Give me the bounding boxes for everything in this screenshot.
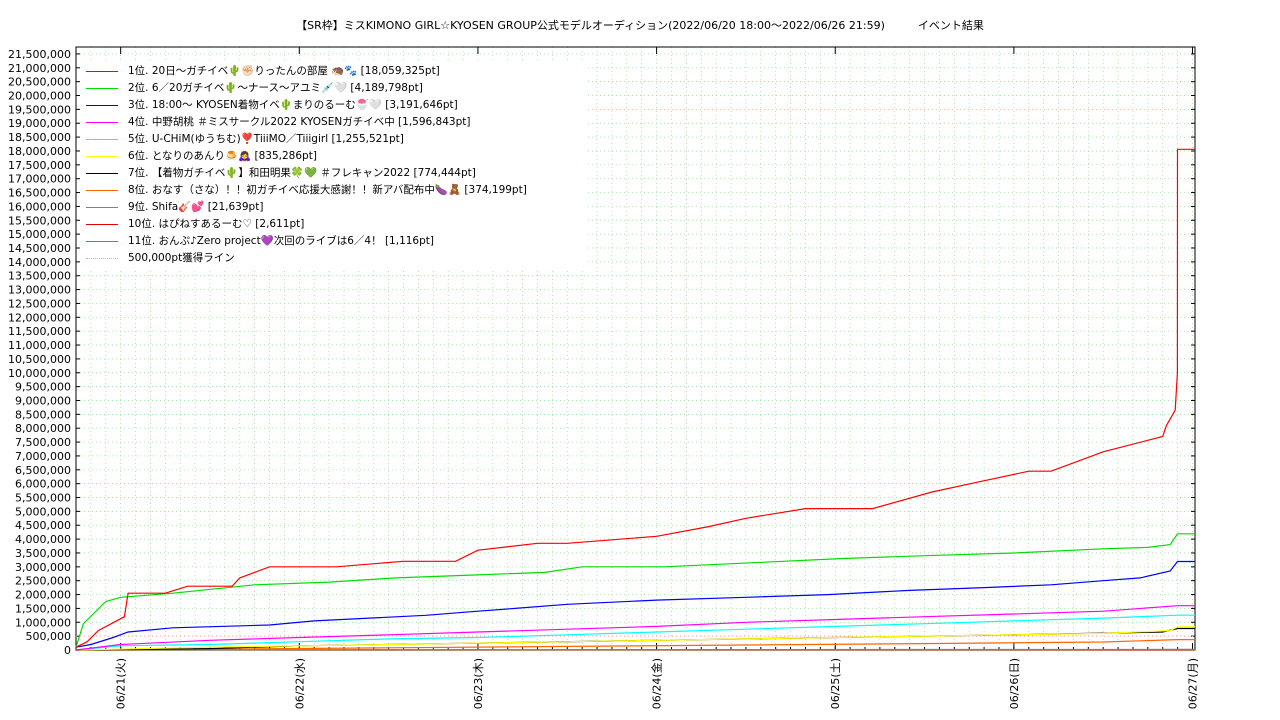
legend-swatch — [86, 71, 118, 72]
y-tick-label: 21,000,000 — [8, 62, 71, 75]
y-tick-label: 12,000,000 — [8, 311, 71, 324]
grid-layer — [76, 47, 1195, 650]
y-tick-label: 5,000,000 — [15, 505, 71, 518]
y-tick-label: 20,000,000 — [8, 90, 71, 103]
y-tick-label: 0 — [64, 644, 71, 657]
y-tick-label: 4,500,000 — [15, 519, 71, 532]
legend-label: 1位. 20日〜ガチイベ🌵✊🏻りったんの部屋 🦔🐾 [18,059,325pt] — [128, 65, 440, 77]
x-tick-label: 06/26(日) — [1008, 658, 1021, 709]
x-tick-label: 06/22(水) — [293, 658, 306, 709]
legend-label: 2位. 6／20ガチイベ🌵〜ナース〜アユミ💉🤍 [4,189,798pt] — [128, 82, 423, 94]
series-layer — [75, 148, 1195, 651]
legend-label: 9位. Shifa🎸💕 [21,639pt] — [128, 201, 264, 213]
y-tick-label: 17,500,000 — [8, 159, 71, 172]
legend-swatch — [86, 207, 118, 208]
series-line-8 — [75, 639, 1195, 651]
y-tick-label: 8,000,000 — [15, 422, 71, 435]
legend-label: 6位. となりのあんり🍮🙇‍♀️ [835,286pt] — [128, 150, 317, 162]
legend-label: 3位. 18:00〜 KYOSEN着物イベ🌵まりのるーむ🍧🤍 [3,191,64… — [128, 99, 458, 111]
y-tick-label: 13,500,000 — [8, 270, 71, 283]
series-line-3 — [75, 560, 1195, 648]
y-tick-label: 21,500,000 — [8, 48, 71, 61]
x-tick-label: 06/21(火) — [115, 658, 128, 709]
chart-title: 【SR枠】ミスKIMONO GIRL☆KYOSEN GROUP公式モデルオーディ… — [296, 19, 984, 32]
series-line-5 — [75, 614, 1195, 651]
y-tick-label: 17,000,000 — [8, 173, 71, 186]
x-tick-label: 06/23(木) — [472, 658, 485, 709]
y-tick-label: 4,000,000 — [15, 533, 71, 546]
legend: 1位. 20日〜ガチイベ🌵✊🏻りったんの部屋 🦔🐾 [18,059,325pt]… — [80, 60, 585, 271]
y-tick-label: 10,500,000 — [8, 353, 71, 366]
y-tick-label: 19,000,000 — [8, 117, 71, 130]
y-tick-label: 11,500,000 — [8, 325, 71, 338]
series-line-6 — [75, 626, 1195, 651]
y-tick-label: 18,500,000 — [8, 131, 71, 144]
y-tick-label: 500,000 — [26, 630, 72, 643]
x-tick-label: 06/24(金) — [650, 658, 664, 709]
series-line-1 — [75, 148, 1195, 648]
legend-swatch — [86, 241, 118, 242]
y-tick-label: 7,500,000 — [15, 436, 71, 449]
y-tick-label: 2,000,000 — [15, 589, 71, 602]
y-tick-label: 7,000,000 — [15, 450, 71, 463]
y-tick-label: 3,000,000 — [15, 561, 71, 574]
x-tick-label: 06/25(土) — [829, 658, 842, 709]
legend-label: 8位. おなす（さな）！！初ガチイベ応援大感謝！！新アバ配布中🍆🧸 [374,1… — [128, 184, 527, 196]
legend-label: 4位. 中野胡桃 ＃ミスサークル2022 KYOSENガチイベ中 [1,596,… — [128, 116, 471, 128]
legend-swatch — [86, 156, 118, 157]
y-tick-label: 16,500,000 — [8, 187, 71, 200]
y-tick-label: 2,500,000 — [15, 575, 71, 588]
y-tick-label: 11,000,000 — [8, 339, 71, 352]
series-line-4 — [75, 605, 1195, 651]
y-tick-label: 12,500,000 — [8, 297, 71, 310]
y-tick-label: 9,500,000 — [15, 381, 71, 394]
legend-swatch — [86, 173, 118, 174]
y-tick-label: 9,000,000 — [15, 394, 71, 407]
y-tick-label: 16,000,000 — [8, 200, 71, 213]
legend-swatch — [86, 88, 118, 89]
y-tick-label: 14,000,000 — [8, 256, 71, 269]
legend-swatch — [86, 258, 118, 259]
legend-label: 11位. おんぷ♪Zero project💜次回のライブは6／4！ [1,116… — [128, 235, 434, 247]
y-tick-label: 8,500,000 — [15, 408, 71, 421]
y-tick-label: 13,000,000 — [8, 284, 71, 297]
y-tick-label: 10,000,000 — [8, 367, 71, 380]
y-tick-label: 6,000,000 — [15, 478, 71, 491]
y-tick-label: 19,500,000 — [8, 103, 71, 116]
y-tick-label: 3,500,000 — [15, 547, 71, 560]
y-tick-label: 15,500,000 — [8, 214, 71, 227]
legend-swatch — [86, 139, 118, 140]
y-tick-label: 14,500,000 — [8, 242, 71, 255]
y-tick-label: 1,000,000 — [15, 616, 71, 629]
legend-swatch — [86, 224, 118, 225]
legend-label: 7位. 【着物ガチイベ🌵】和田明果🍀💚 ＃フレキャン2022 [774,444p… — [128, 167, 476, 179]
y-tick-label: 15,000,000 — [8, 228, 71, 241]
legend-label: 10位. はぴねすあるーむ♡ [2,611pt] — [128, 218, 305, 230]
legend-label: 500,000pt獲得ライン — [128, 252, 235, 264]
y-tick-label: 20,500,000 — [8, 76, 71, 89]
series-line-9 — [75, 648, 1195, 651]
legend-swatch — [86, 122, 118, 123]
axis-layer: 0500,0001,000,0001,500,0002,000,0002,500… — [8, 46, 1200, 709]
x-tick-label: 06/27(月) — [1187, 658, 1200, 709]
y-tick-label: 6,500,000 — [15, 464, 71, 477]
y-tick-label: 5,500,000 — [15, 492, 71, 505]
series-line-2 — [75, 533, 1195, 648]
legend-label: 5位. U-CHiM(ゆうちむ)❣️TiiiMO／Tiiigirl [1,255… — [128, 133, 404, 145]
y-tick-label: 1,500,000 — [15, 602, 71, 615]
y-tick-label: 18,000,000 — [8, 145, 71, 158]
legend-swatch — [86, 105, 118, 106]
legend-swatch — [86, 190, 118, 191]
